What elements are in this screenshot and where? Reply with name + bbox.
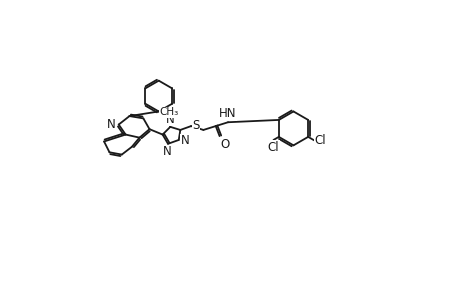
Text: N: N — [162, 145, 171, 158]
Text: CH₃: CH₃ — [159, 107, 178, 117]
Text: N: N — [107, 118, 116, 131]
Text: HN: HN — [218, 107, 235, 120]
Text: O: O — [220, 138, 229, 152]
Text: S: S — [192, 119, 199, 132]
Text: N: N — [181, 134, 190, 147]
Text: Cl: Cl — [314, 134, 325, 147]
Text: Cl: Cl — [267, 141, 278, 154]
Text: N: N — [166, 113, 174, 126]
